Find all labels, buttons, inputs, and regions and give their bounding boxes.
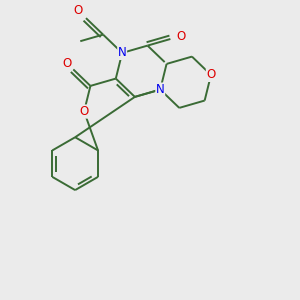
Text: O: O xyxy=(74,4,83,17)
Text: N: N xyxy=(118,46,127,59)
Text: O: O xyxy=(206,68,216,81)
Text: O: O xyxy=(63,57,72,70)
Text: O: O xyxy=(176,30,185,43)
Text: O: O xyxy=(80,105,89,118)
Text: N: N xyxy=(156,83,165,96)
